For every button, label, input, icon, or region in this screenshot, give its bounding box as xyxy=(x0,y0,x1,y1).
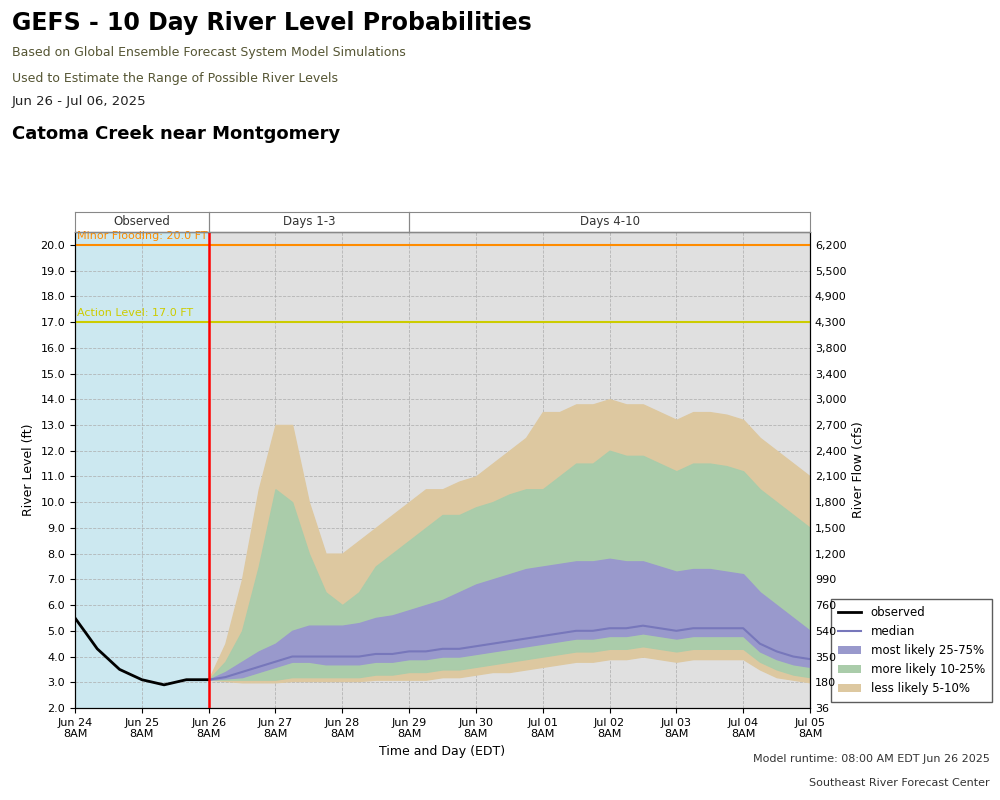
Text: Jun 26 - Jul 06, 2025: Jun 26 - Jul 06, 2025 xyxy=(12,95,147,108)
Text: Days 1-3: Days 1-3 xyxy=(283,215,335,228)
Bar xyxy=(209,232,810,708)
Text: Catoma Creek near Montgomery: Catoma Creek near Montgomery xyxy=(12,125,340,142)
Y-axis label: River Level (ft): River Level (ft) xyxy=(22,424,35,516)
Bar xyxy=(75,232,209,708)
Text: Model runtime: 08:00 AM EDT Jun 26 2025: Model runtime: 08:00 AM EDT Jun 26 2025 xyxy=(753,754,990,764)
Text: GEFS - 10 Day River Level Probabilities: GEFS - 10 Day River Level Probabilities xyxy=(12,11,532,35)
Text: Minor Flooding: 20.0 FT: Minor Flooding: 20.0 FT xyxy=(77,231,208,241)
Y-axis label: River Flow (cfs): River Flow (cfs) xyxy=(852,422,865,518)
Text: Days 4-10: Days 4-10 xyxy=(580,215,640,228)
Text: Based on Global Ensemble Forecast System Model Simulations: Based on Global Ensemble Forecast System… xyxy=(12,46,406,59)
Text: Action Level: 17.0 FT: Action Level: 17.0 FT xyxy=(77,308,193,318)
Text: Used to Estimate the Range of Possible River Levels: Used to Estimate the Range of Possible R… xyxy=(12,72,338,85)
X-axis label: Time and Day (EDT): Time and Day (EDT) xyxy=(379,745,506,758)
Text: Southeast River Forecast Center: Southeast River Forecast Center xyxy=(809,778,990,788)
Legend: observed, median, most likely 25-75%, more likely 10-25%, less likely 5-10%: observed, median, most likely 25-75%, mo… xyxy=(831,599,992,702)
Text: Observed: Observed xyxy=(113,215,170,228)
